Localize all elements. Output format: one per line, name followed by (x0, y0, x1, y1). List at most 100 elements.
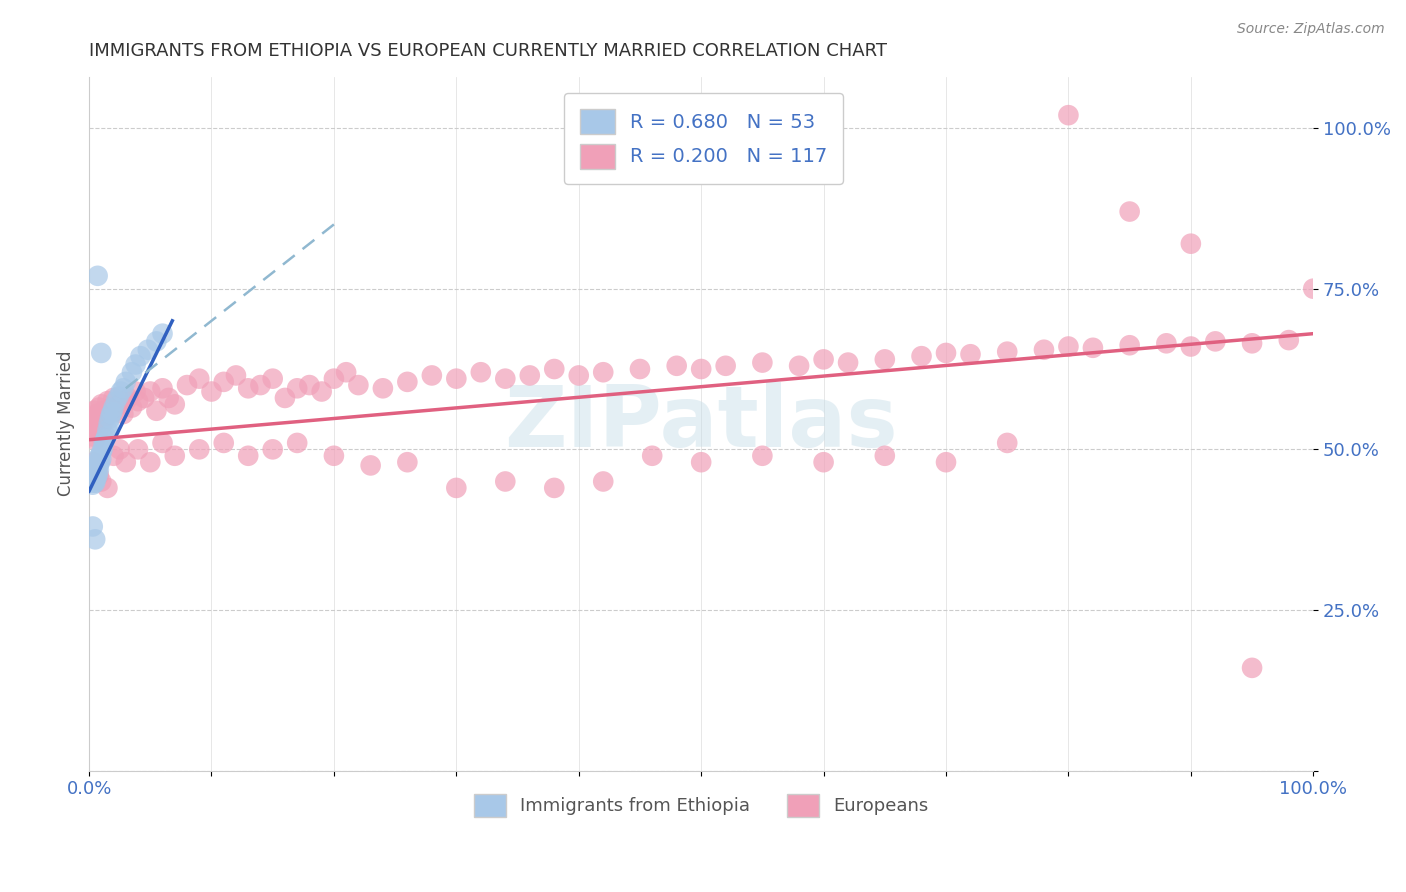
Point (108, 397, 131, 411)
Point (494, 372, 516, 386)
Point (1057, 108, 1080, 122)
Point (714, 359, 737, 373)
Point (91, 417, 114, 431)
Point (86, 461, 108, 475)
Point (396, 375, 419, 389)
Point (157, 391, 180, 405)
Point (641, 449, 664, 463)
Point (592, 365, 614, 379)
Point (176, 378, 198, 392)
Point (322, 372, 344, 386)
Point (114, 394, 136, 409)
Point (1278, 333, 1301, 347)
Point (519, 368, 541, 383)
Point (79, 471, 101, 485)
Point (84, 461, 107, 475)
Point (83, 469, 105, 483)
Point (90, 397, 112, 411)
Point (543, 362, 565, 376)
Point (107, 390, 129, 404)
Point (97, 407, 120, 421)
Point (371, 381, 394, 395)
Point (152, 381, 174, 395)
Point (83, 404, 105, 418)
Point (82, 429, 104, 443)
Point (225, 368, 247, 383)
Point (470, 365, 492, 379)
Point (105, 404, 128, 418)
Point (121, 401, 143, 415)
Point (935, 346, 957, 360)
Point (274, 391, 297, 405)
Point (80, 468, 103, 483)
Point (86, 407, 108, 421)
Point (84, 471, 107, 485)
Point (124, 384, 146, 399)
Point (238, 449, 260, 463)
Text: IMMIGRANTS FROM ETHIOPIA VS EUROPEAN CURRENTLY MARRIED CORRELATION CHART: IMMIGRANTS FROM ETHIOPIA VS EUROPEAN CUR… (89, 42, 887, 60)
Point (188, 442, 211, 457)
Point (335, 365, 357, 379)
Point (446, 372, 468, 386)
Point (311, 384, 333, 399)
Point (86, 465, 108, 479)
Point (163, 449, 186, 463)
Text: Source: ZipAtlas.com: Source: ZipAtlas.com (1237, 22, 1385, 37)
Point (87, 463, 110, 477)
Point (1118, 338, 1140, 352)
Point (690, 362, 713, 376)
Point (84, 533, 107, 547)
Point (96, 481, 118, 495)
Point (568, 368, 591, 383)
Point (628, 362, 651, 376)
Point (114, 455, 136, 469)
Point (1081, 341, 1104, 355)
Point (114, 375, 136, 389)
Point (665, 359, 688, 373)
Point (200, 384, 222, 399)
Point (1032, 343, 1054, 357)
Point (145, 404, 167, 418)
Point (262, 442, 284, 457)
Point (90, 445, 112, 459)
Point (117, 391, 139, 405)
Point (108, 442, 131, 457)
Point (163, 397, 186, 411)
Point (1204, 334, 1226, 349)
Point (89, 420, 111, 434)
Point (873, 449, 896, 463)
Point (84, 413, 107, 427)
Point (90, 475, 112, 489)
Point (89, 455, 111, 469)
Point (103, 449, 125, 463)
Point (121, 365, 143, 379)
Point (87, 401, 110, 415)
Point (1241, 661, 1264, 675)
Point (995, 344, 1018, 359)
Point (262, 372, 284, 386)
Point (238, 381, 260, 395)
Point (98, 411, 121, 425)
Point (112, 381, 135, 395)
Point (1180, 339, 1202, 353)
Point (86, 461, 108, 475)
Point (959, 347, 981, 361)
Point (90, 346, 112, 360)
Point (152, 436, 174, 450)
Point (813, 455, 835, 469)
Point (124, 358, 146, 372)
Point (83, 468, 105, 483)
Point (82, 471, 104, 485)
Point (83, 475, 105, 490)
Point (93, 436, 115, 450)
Point (80, 475, 103, 489)
Point (83, 473, 105, 487)
Y-axis label: Currently Married: Currently Married (58, 351, 75, 496)
Point (80, 423, 103, 437)
Point (86, 458, 108, 473)
Point (112, 407, 135, 421)
Point (84, 467, 107, 481)
Point (592, 475, 614, 489)
Point (96, 394, 118, 409)
Point (101, 405, 124, 419)
